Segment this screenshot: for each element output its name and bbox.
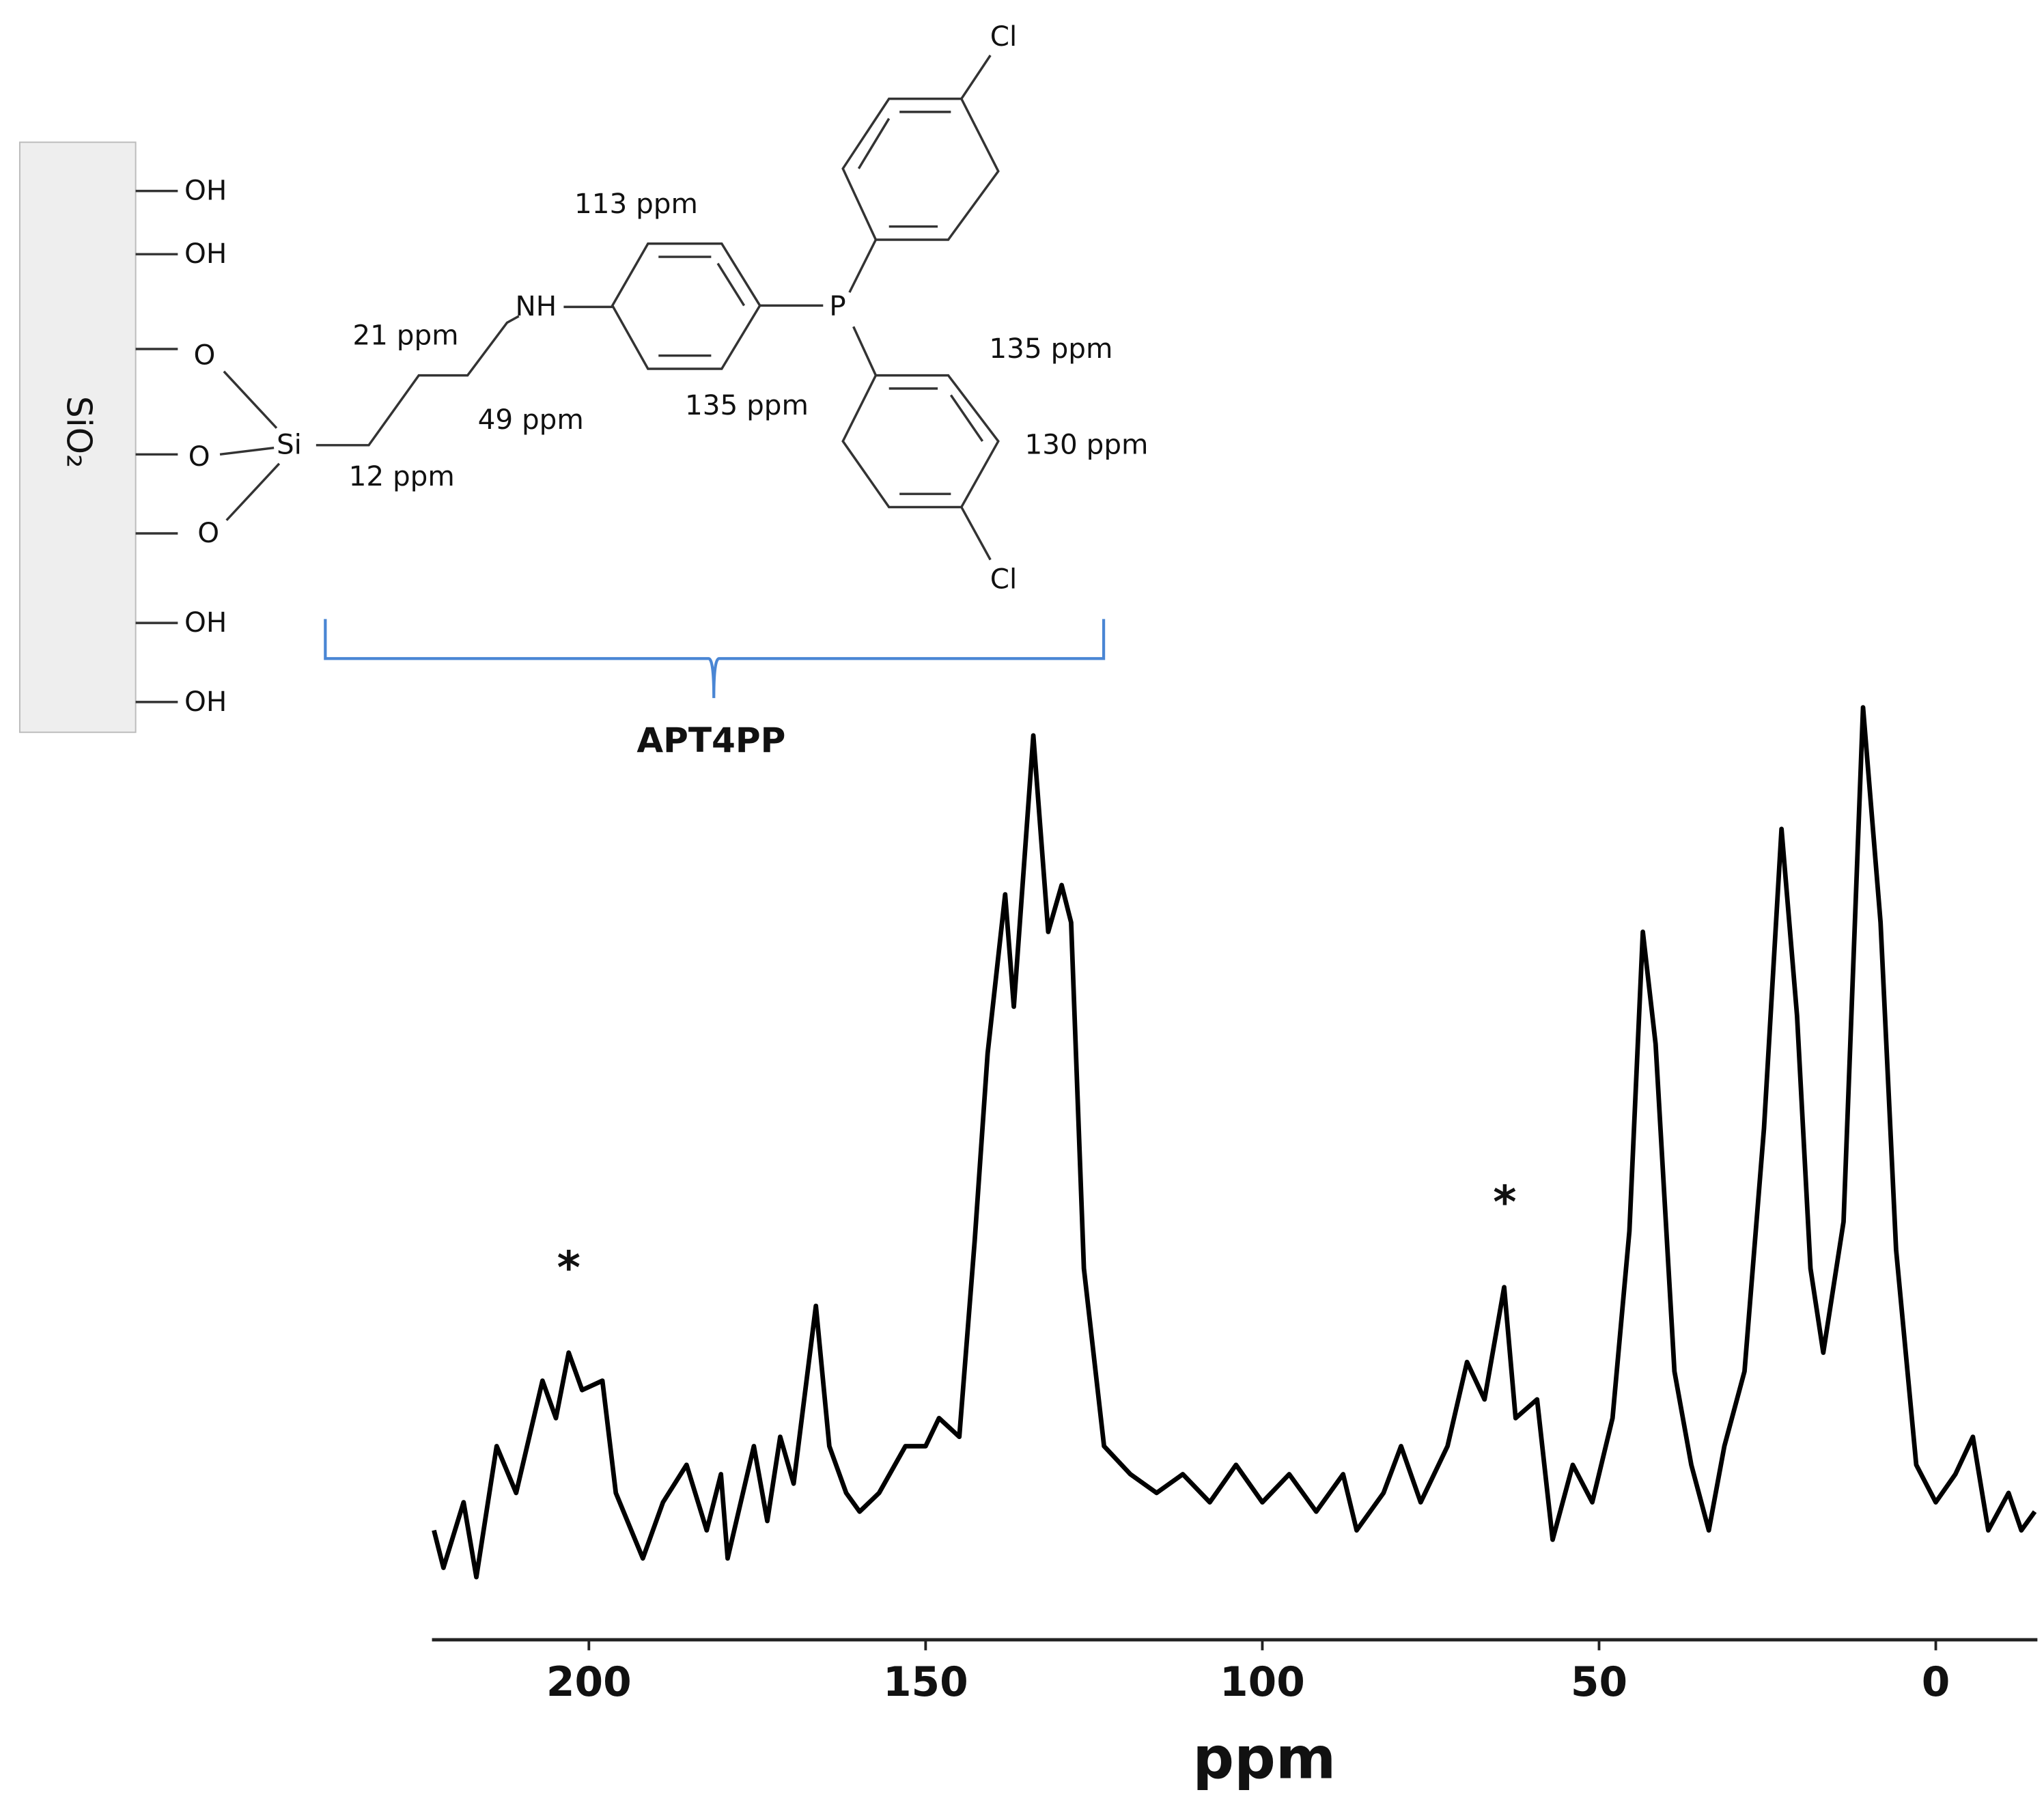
x-tick-label: 100 [1220,1659,1305,1706]
brace [324,619,1106,699]
shift-label: 12 ppm [349,460,455,492]
oh: OH [184,685,227,718]
shift-label: 21 ppm [352,319,458,352]
x-tick-label: 150 [883,1659,968,1706]
amine: NH [516,290,557,322]
compound-name: APT4PP [636,720,785,760]
annotation: * [557,1242,580,1294]
oxygen: O [197,516,219,549]
shift-label: 135 ppm [685,389,809,421]
x-tick-label: 50 [1571,1659,1627,1706]
x-tick-label: 0 [1922,1659,1950,1706]
ring [841,97,1000,241]
silicon: Si [277,428,302,461]
oxygen: O [188,440,210,473]
phosphorus: P [829,290,845,322]
x-tick-label: 200 [546,1659,632,1706]
structure: SiO₂ OH OH OH OH O O O Si NH P Cl Cl 113… [18,20,1149,760]
silica-support [18,141,137,734]
shift-label: 130 ppm [1025,428,1149,461]
oh: OH [184,237,227,270]
oh: OH [184,174,227,207]
shift-label: 49 ppm [478,403,584,436]
ring [841,374,1000,509]
shift-label: 113 ppm [574,187,698,220]
oh: OH [184,606,227,639]
ring [611,242,761,370]
x-axis-label: ppm [1192,1725,1336,1793]
chlorine: Cl [990,562,1018,595]
chlorine: Cl [990,20,1018,53]
bonds [219,55,992,561]
surface-bonds [135,189,178,703]
support-label: SiO₂ [59,396,99,468]
spectrum [432,705,2037,1580]
oxygen: O [193,339,215,372]
shift-label: 135 ppm [989,332,1112,365]
annotation: * [1493,1177,1516,1229]
